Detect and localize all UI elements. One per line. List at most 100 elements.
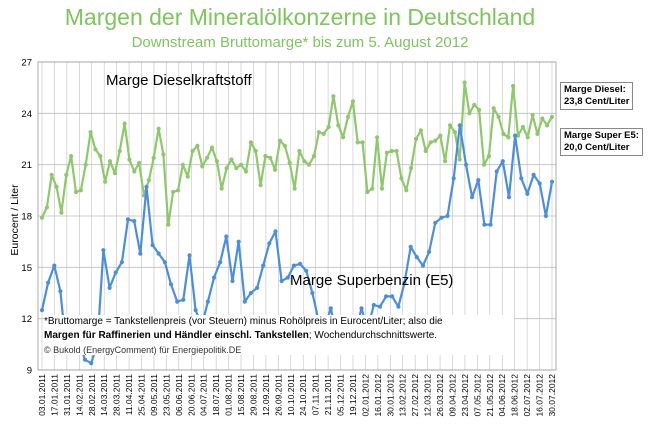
- diesel-point: [370, 186, 375, 191]
- super-point: [119, 260, 124, 265]
- diesel-point: [205, 155, 210, 160]
- x-tick-label: 09.04.2012: [447, 374, 457, 417]
- x-tick-label: 02.01.2012: [360, 374, 370, 417]
- chart-title: Margen der Mineralölkonzerne in Deutschl…: [64, 4, 536, 30]
- diesel-point: [151, 155, 156, 160]
- super-point: [531, 172, 536, 177]
- diesel-point: [287, 160, 292, 166]
- diesel-label-value: 23,8 Cent/Liter: [564, 96, 630, 107]
- diesel-point: [477, 107, 482, 112]
- y-tick-label: 15: [21, 263, 32, 274]
- super-point: [291, 263, 296, 268]
- super-point: [162, 260, 167, 265]
- diesel-value-label: Marge Diesel: 23,8 Cent/Liter: [560, 82, 634, 110]
- diesel-point: [321, 131, 326, 136]
- x-tick-label: 30.01.2012: [385, 374, 395, 417]
- diesel-point: [83, 162, 88, 167]
- diesel-point: [389, 148, 394, 154]
- x-tick-label: 12.03.2012: [423, 374, 433, 417]
- super-point: [230, 278, 235, 284]
- super-point: [168, 282, 174, 287]
- diesel-point: [413, 136, 419, 142]
- x-tick-label: 26.03.2012: [435, 374, 445, 417]
- super-point: [82, 357, 88, 362]
- super-point: [414, 255, 419, 260]
- diesel-point: [447, 123, 453, 128]
- chart-subtitle: Downstream Bruttomarge* bis zum 5. Augus…: [131, 34, 469, 51]
- super-point: [402, 280, 407, 285]
- super-point: [549, 179, 555, 184]
- super-line: [40, 124, 554, 365]
- diesel-point: [229, 157, 234, 162]
- diesel-point: [219, 186, 224, 191]
- diesel-point: [355, 140, 360, 145]
- diesel-point: [375, 135, 380, 140]
- x-tick-label: 07.05.2012: [472, 374, 482, 417]
- super-point: [138, 251, 143, 256]
- x-tick-label: 04.06.2012: [497, 374, 507, 417]
- grid: [37, 61, 557, 371]
- x-tick-label: 07.11.2011: [311, 374, 321, 416]
- super-label-title: Marge Super E5:: [564, 130, 639, 141]
- x-tick-label: 04.07.2011: [199, 374, 209, 416]
- diesel-point: [384, 150, 389, 155]
- x-tick-label: 14.02.2011: [74, 374, 84, 416]
- y-tick-label: 27: [21, 58, 32, 69]
- super-point: [500, 159, 505, 164]
- diesel-point: [404, 188, 409, 193]
- diesel-point: [379, 186, 385, 191]
- diesel-point: [307, 162, 312, 167]
- diesel-point: [506, 135, 511, 140]
- footnote-bold: Margen für Raffinerien und Händler einsc…: [44, 330, 309, 341]
- diesel-point: [239, 162, 244, 167]
- diesel-point: [486, 154, 491, 159]
- diesel-point: [491, 106, 496, 111]
- diesel-point: [54, 184, 59, 189]
- diesel-point: [49, 172, 54, 177]
- annotation-super: Marge Superbenzin (E5): [290, 272, 453, 289]
- diesel-point: [127, 157, 132, 162]
- footnote-line1: *Bruttomarge = Tankstellenpreis (vor Ste…: [44, 316, 443, 327]
- diesel-point: [156, 126, 161, 131]
- super-point: [255, 285, 260, 290]
- diesel-label-title: Marge Diesel:: [564, 84, 626, 95]
- diesel-point: [423, 148, 428, 154]
- diesel-point: [443, 159, 448, 164]
- diesel-point: [302, 159, 307, 164]
- diesel-point: [331, 94, 336, 99]
- super-point: [482, 222, 487, 227]
- diesel-point: [175, 188, 181, 193]
- x-tick-label: 03.01.2011: [37, 374, 47, 416]
- diesel-point: [209, 145, 215, 150]
- annotation-diesel: Marge Dieselkraftstoff: [106, 72, 252, 89]
- super-value-label: Marge Super E5: 20,0 Cent/Liter: [560, 128, 643, 156]
- series-diesel: [39, 80, 555, 227]
- diesel-line: [41, 81, 553, 226]
- diesel-point: [195, 143, 200, 148]
- diesel-point: [190, 148, 195, 154]
- x-tick-label: 15.08.2011: [236, 374, 246, 416]
- super-point: [328, 306, 333, 311]
- super-point: [470, 195, 475, 200]
- x-tick-label: 17.01.2011: [49, 374, 59, 416]
- super-point: [488, 222, 493, 227]
- super-point: [218, 260, 223, 265]
- y-tick-label: 18: [21, 212, 32, 223]
- diesel-point: [496, 114, 501, 119]
- super-point: [463, 162, 469, 167]
- diesel-point: [481, 162, 487, 167]
- y-tick-label: 9: [27, 366, 32, 377]
- diesel-point: [146, 178, 151, 183]
- diesel-point: [166, 222, 171, 227]
- diesel-point: [93, 147, 98, 152]
- diesel-point: [418, 128, 423, 133]
- super-point: [433, 220, 438, 225]
- x-tick-label: 25.04.2011: [137, 374, 147, 416]
- super-point: [298, 261, 303, 266]
- diesel-point: [214, 159, 219, 164]
- super-point: [89, 361, 94, 366]
- super-point: [187, 253, 192, 258]
- x-tick-label: 10.10.2011: [286, 374, 296, 416]
- super-point: [279, 278, 284, 284]
